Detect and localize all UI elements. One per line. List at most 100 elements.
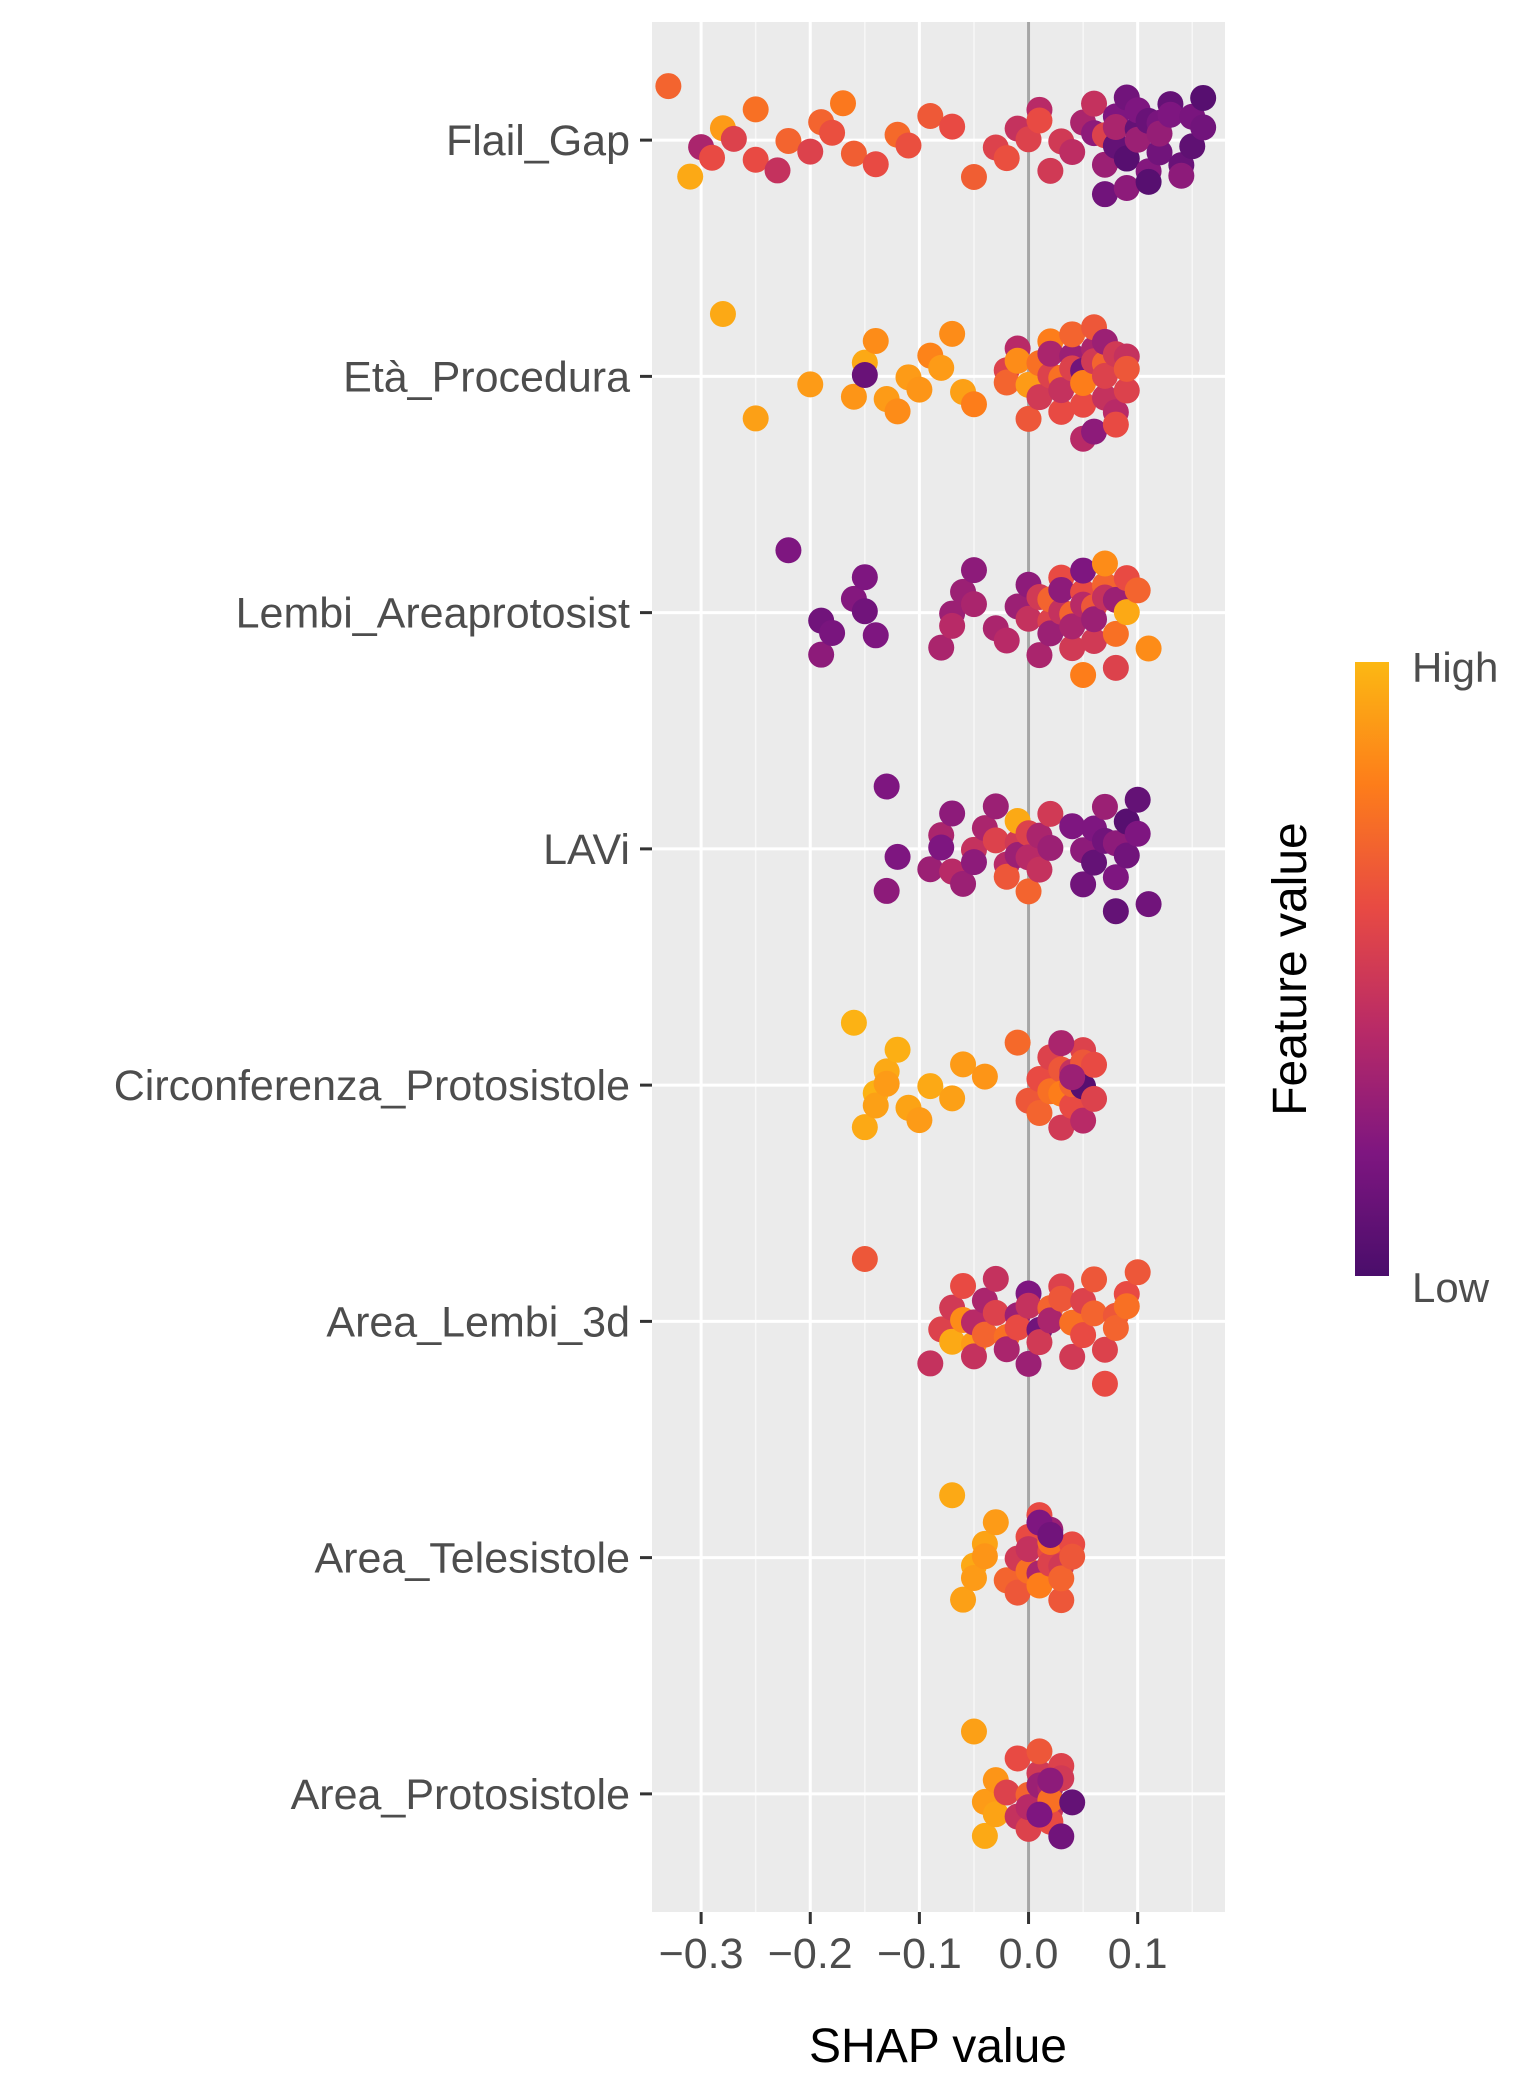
shap-point: [884, 1036, 911, 1063]
shap-point: [917, 1073, 944, 1100]
shap-point: [895, 132, 922, 159]
shap-point: [1015, 878, 1042, 905]
legend-low-label: Low: [1412, 1264, 1490, 1311]
shap-point: [993, 863, 1020, 890]
shap-point: [797, 371, 824, 398]
shap-point: [982, 1509, 1009, 1536]
x-tick-label: −0.1: [877, 1930, 962, 1978]
shap-point: [993, 369, 1020, 396]
shap-point: [1004, 1029, 1031, 1056]
x-tick-label: 0.0: [999, 1930, 1059, 1978]
shap-point: [851, 1246, 878, 1273]
shap-point: [873, 1070, 900, 1097]
shap-point: [862, 1092, 889, 1119]
shap-point: [1026, 1329, 1053, 1356]
shap-point: [1015, 405, 1042, 432]
shap-point: [840, 140, 867, 167]
shap-point: [1168, 162, 1195, 189]
shap-point: [1124, 577, 1151, 604]
shap-point: [1135, 635, 1162, 662]
shap-point: [939, 612, 966, 639]
y-tick-label: Area_Lembi_3d: [326, 1298, 630, 1346]
shap-point: [1015, 1292, 1042, 1319]
x-axis-title: SHAP value: [809, 2020, 1067, 2073]
shap-point: [851, 361, 878, 388]
shap-point: [1015, 1350, 1042, 1377]
shap-point: [1037, 1521, 1064, 1548]
shap-point: [1037, 340, 1064, 367]
plot-panel: [652, 22, 1225, 1912]
shap-point: [819, 119, 846, 146]
shap-point: [1146, 139, 1173, 166]
legend-high-label: High: [1412, 644, 1498, 691]
shap-point: [1004, 1314, 1031, 1341]
shap-point: [1102, 620, 1129, 647]
shap-point: [1026, 1738, 1053, 1765]
shap-point: [1004, 1745, 1031, 1772]
shap-point: [1081, 849, 1108, 876]
x-tick-label: 0.1: [1108, 1930, 1168, 1978]
shap-point: [1102, 898, 1129, 925]
shap-point: [862, 327, 889, 354]
shap-point: [1146, 120, 1173, 147]
y-tick-label: Lembi_Areaprotosist: [236, 590, 630, 638]
shap-point: [971, 1321, 998, 1348]
shap-point: [917, 856, 944, 883]
shap-point: [709, 301, 736, 328]
shap-point: [1015, 605, 1042, 632]
shap-point: [1048, 377, 1075, 404]
shap-point: [928, 634, 955, 661]
shap-point: [939, 113, 966, 140]
shap-point: [830, 90, 856, 117]
shap-point: [1037, 800, 1064, 827]
shap-point: [939, 800, 966, 827]
shap-point: [1081, 1085, 1108, 1112]
shap-point: [1059, 813, 1086, 840]
shap-point: [775, 537, 802, 564]
shap-point: [1102, 114, 1129, 141]
shap-point: [1037, 834, 1064, 861]
shap-point: [1179, 133, 1206, 160]
shap-point: [939, 1482, 966, 1509]
shap-point: [1113, 377, 1140, 404]
shap-point: [1015, 126, 1042, 153]
shap-point: [1070, 661, 1097, 688]
shap-point: [928, 834, 955, 861]
shap-point: [1081, 1300, 1108, 1327]
shap-point: [971, 1822, 998, 1849]
shap-point: [1102, 1314, 1129, 1341]
shap-point: [1070, 369, 1097, 396]
shap-point: [993, 1779, 1020, 1806]
shap-point: [1091, 362, 1118, 389]
shap-point: [1048, 1030, 1075, 1057]
shap-point: [906, 1107, 933, 1134]
shap-point: [960, 591, 987, 618]
shap-point: [1081, 606, 1108, 633]
shap-point: [840, 383, 867, 410]
x-tick-label: −0.3: [659, 1930, 744, 1978]
shap-point: [1113, 145, 1140, 172]
shap-point: [862, 151, 889, 178]
shap-point: [1037, 1307, 1064, 1334]
shap-point: [982, 1801, 1009, 1828]
shap-point: [1059, 321, 1086, 348]
legend-color-bar: [1355, 662, 1389, 1276]
shap-point: [1048, 1114, 1075, 1141]
shap-point: [960, 849, 987, 876]
shap-point: [1026, 1100, 1053, 1127]
shap-point: [1081, 418, 1108, 445]
y-tick-label: LAVi: [543, 826, 630, 874]
shap-point: [1124, 1259, 1151, 1286]
shap-point: [950, 1051, 977, 1078]
shap-point: [1037, 1767, 1064, 1794]
shap-point: [1190, 114, 1217, 141]
shap-point: [1102, 864, 1129, 891]
shap-point: [1026, 1572, 1053, 1599]
shap-point: [1059, 1543, 1086, 1570]
shap-point: [797, 138, 824, 165]
shap-point: [971, 1543, 998, 1570]
shap-point: [960, 557, 987, 584]
shap-point: [1113, 175, 1140, 202]
shap-point: [1091, 550, 1118, 577]
shap-point: [993, 1336, 1020, 1363]
